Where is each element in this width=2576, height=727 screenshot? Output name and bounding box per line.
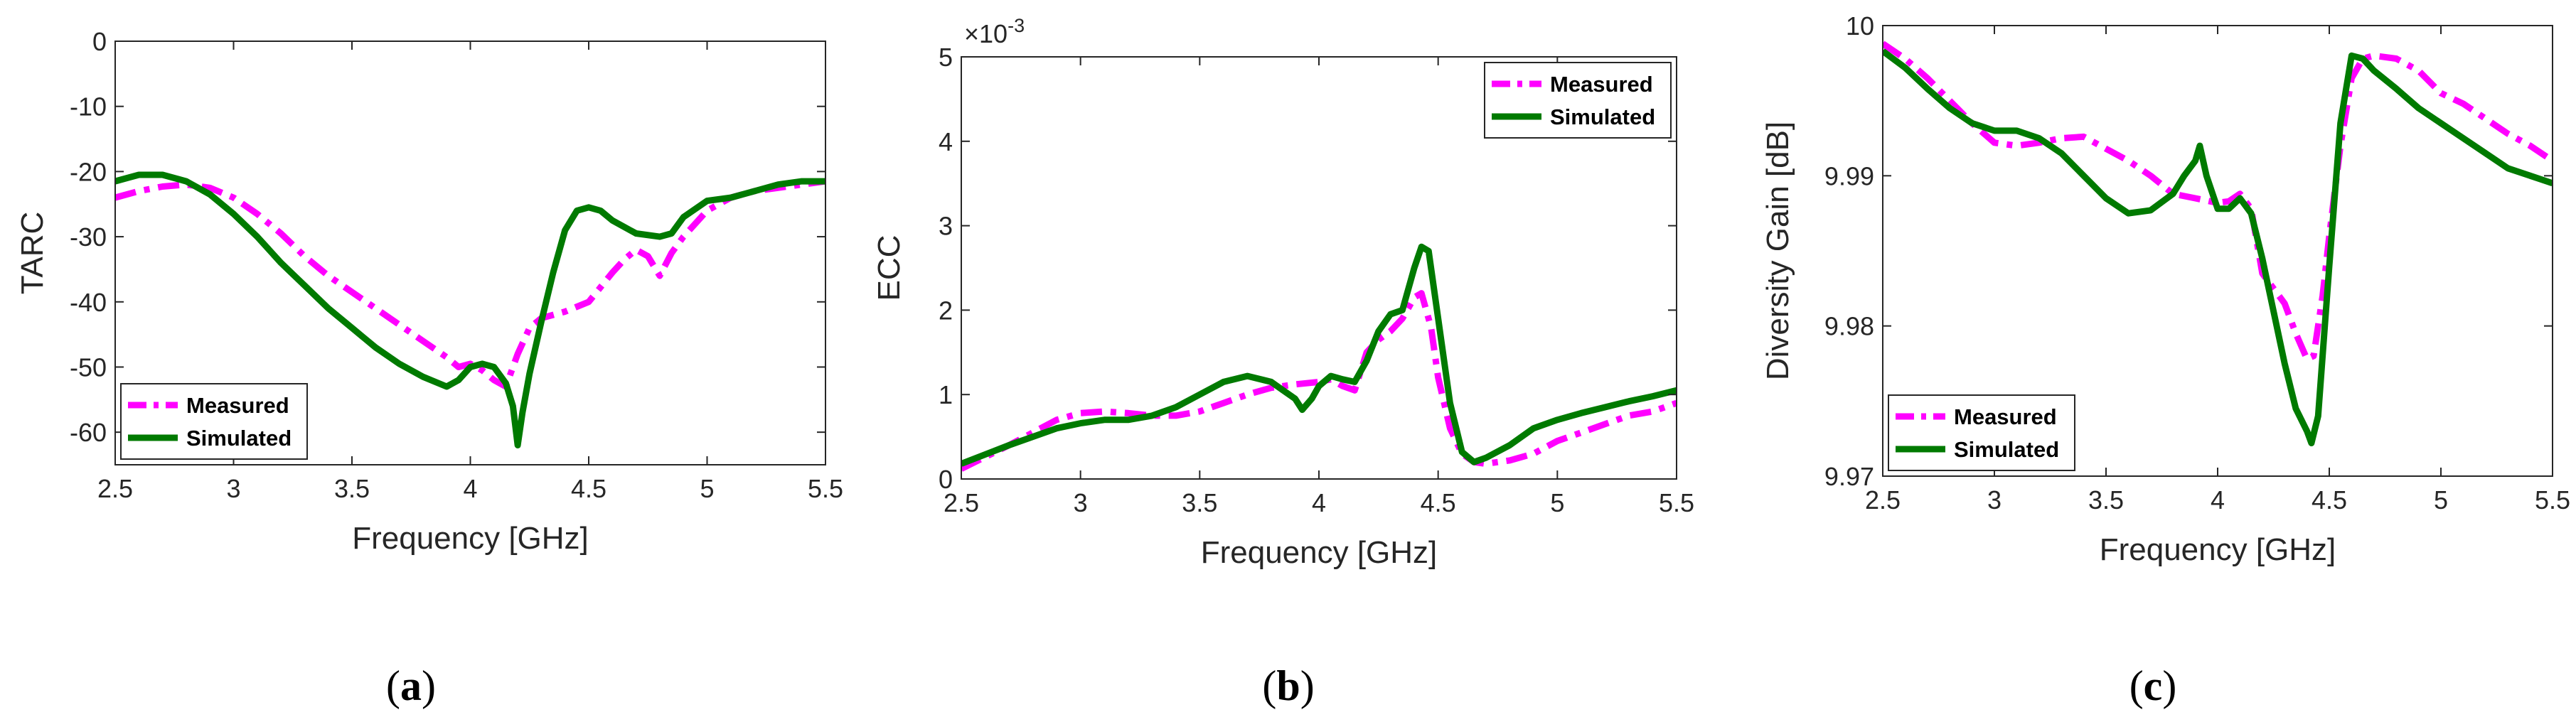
ecc-exponent-label: ×10-3	[964, 15, 1025, 48]
ecc-x-tick-label: 3	[1074, 488, 1088, 517]
tarc-x-axis-label: Frequency [GHz]	[352, 521, 589, 556]
tarc-x-tick-label: 3	[226, 474, 240, 503]
tarc-y-tick-label: 0	[92, 27, 107, 56]
tarc-x-tick-label: 5.5	[808, 474, 843, 503]
diversity-gain-x-tick-label: 4	[2211, 485, 2225, 515]
ecc-x-tick-label: 5.5	[1659, 488, 1694, 517]
tarc-simulated-line	[115, 171, 825, 448]
diversity-gain-panel: 2.5 3 3.5 4 4.5 5 5.5 9.97 9.98 9.99 10 Measured Si…	[1760, 11, 2570, 709]
panel-caption-b: (b)	[1262, 662, 1314, 709]
diversity-gain-legend-label-measured: Measured	[1954, 404, 2057, 429]
ecc-x-tick-label: 2.5	[944, 488, 979, 517]
tarc-x-tick-label: 4	[463, 474, 477, 503]
diversity-gain-legend-label-simulated: Simulated	[1954, 437, 2059, 462]
tarc-y-tick-label: -60	[70, 418, 107, 447]
tarc-x-tick-label: 4.5	[571, 474, 606, 503]
diversity-gain-x-tick-label: 4.5	[2312, 485, 2347, 515]
tarc-legend-label-measured: Measured	[186, 393, 289, 418]
ecc-y-tick-label: 3	[939, 212, 953, 241]
tarc-y-tick-label: -10	[70, 92, 107, 122]
tarc-x-tick-label: 2.5	[97, 474, 133, 503]
tarc-y-tick-label: -20	[70, 157, 107, 186]
panel-label-b: b	[1276, 662, 1300, 709]
ecc-x-tick-label: 5	[1550, 488, 1564, 517]
tarc-x-tick-label: 5	[700, 474, 714, 503]
tarc-y-tick-label: -40	[70, 288, 107, 317]
diversity-gain-legend-box	[1888, 394, 2075, 471]
tarc-measured-line	[115, 178, 825, 390]
ecc-legend: Measured Simulated	[1484, 62, 1672, 139]
diversity-gain-y-tick-label: 9.97	[1824, 462, 1874, 491]
tarc-x-tick-label: 3.5	[334, 474, 370, 503]
ecc-y-tick-label: 5	[939, 43, 953, 72]
tarc-legend: Measured Simulated	[120, 383, 308, 460]
diversity-gain-y-axis-label: Diversity Gain [dB]	[1760, 122, 1795, 380]
diversity-gain-x-tick-label: 5	[2434, 485, 2448, 515]
tarc-y-tick-label: -30	[70, 222, 107, 252]
panel-caption-c: (c)	[2129, 662, 2177, 709]
tarc-legend-box	[120, 383, 308, 460]
ecc-legend-box	[1484, 62, 1672, 139]
ecc-y-tick-label: 2	[939, 296, 953, 325]
diversity-gain-x-tick-label: 3.5	[2088, 485, 2124, 515]
diversity-gain-simulated-line	[1883, 48, 2553, 446]
diversity-gain-legend: Measured Simulated	[1888, 394, 2075, 471]
diversity-gain-x-tick-label: 3	[1987, 485, 2002, 515]
diversity-gain-y-tick-label: 9.98	[1824, 312, 1874, 341]
ecc-y-tick-label: 4	[939, 127, 953, 156]
ecc-x-axis-label: Frequency [GHz]	[1201, 535, 1438, 570]
tarc-legend-label-simulated: Simulated	[186, 426, 292, 451]
ecc-y-tick-label: 0	[939, 465, 953, 494]
diversity-gain-x-tick-label: 2.5	[1865, 485, 1901, 515]
ecc-y-axis-label: ECC	[872, 235, 907, 301]
diversity-gain-y-tick-label: 9.99	[1824, 161, 1874, 190]
panel-label-c: c	[2144, 662, 2163, 709]
ecc-x-tick-label: 3.5	[1182, 488, 1217, 517]
tarc-y-axis-label: TARC	[15, 212, 50, 295]
ecc-legend-label-simulated: Simulated	[1550, 104, 1655, 129]
ecc-x-tick-label: 4	[1312, 488, 1326, 517]
panel-label-a: a	[400, 662, 422, 709]
panel-caption-a: (a)	[386, 662, 436, 709]
ecc-y-tick-label: 1	[939, 380, 953, 409]
tarc-y-tick-label: -50	[70, 352, 107, 382]
diversity-gain-y-tick-label: 10	[1846, 11, 1874, 41]
tarc-panel: 2.5 3 3.5 4 4.5 5 5.5 0 -10 -20 -30 -40 -50 -60 Measu…	[15, 27, 843, 709]
diversity-gain-x-axis-label: Frequency [GHz]	[2100, 532, 2336, 567]
ecc-simulated-line	[961, 243, 1677, 467]
ecc-x-tick-label: 4.5	[1421, 488, 1456, 517]
diversity-gain-x-tick-label: 5.5	[2535, 485, 2570, 515]
ecc-legend-label-measured: Measured	[1550, 72, 1653, 97]
